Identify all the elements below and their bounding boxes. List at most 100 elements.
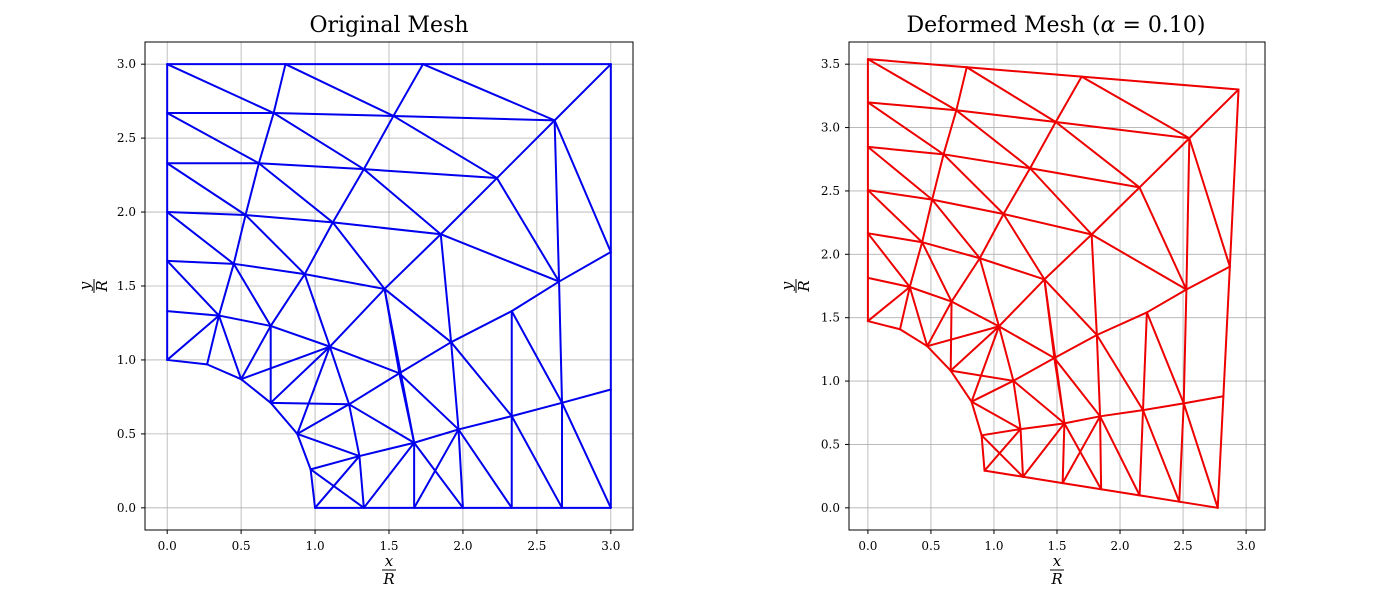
original-ytick-label: 0.5 — [117, 427, 136, 441]
original-mesh-edge — [296, 432, 361, 458]
deformed-mesh-edge — [1080, 75, 1191, 140]
original-mesh-edge — [413, 428, 460, 509]
deformed-mesh-edge — [1138, 409, 1145, 497]
deformed-mesh-edge — [1145, 311, 1185, 405]
original-mesh-edge — [510, 280, 561, 313]
original-mesh-edge — [510, 310, 564, 404]
deformed-ytick-label: 1.0 — [821, 374, 840, 388]
original-mesh-edge — [309, 468, 317, 509]
original-mesh-edge — [450, 310, 513, 344]
deformed-mesh-edge — [997, 278, 1046, 328]
original-mesh-edge — [296, 403, 351, 435]
original-mesh-edge — [413, 428, 460, 444]
deformed-xtick-label: 2.5 — [1174, 539, 1193, 553]
original-mesh-edge — [392, 63, 425, 117]
original-mesh-edge — [510, 415, 564, 509]
deformed-mesh-edge — [1138, 137, 1191, 189]
original-mesh-edge — [217, 314, 243, 381]
deformed-mesh-edge — [970, 379, 1015, 403]
deformed-mesh-edge — [1142, 402, 1185, 412]
deformed-mesh-edge — [1012, 357, 1056, 382]
original-mesh-edge — [561, 401, 612, 509]
deformed-mesh-edge — [1080, 75, 1240, 91]
deformed-mesh-edge — [1090, 186, 1141, 236]
deformed-mesh-edge — [1100, 488, 1141, 497]
original-mesh-edge — [495, 119, 556, 180]
original-mesh-edge — [422, 63, 556, 122]
deformed-mesh-edge — [1054, 75, 1083, 123]
original-mesh-edge — [348, 403, 416, 444]
deformed-mesh-edge — [866, 232, 924, 244]
deformed-mesh-edge — [908, 241, 924, 288]
deformed-mesh-edge — [980, 434, 1024, 478]
deformed-mesh-edge — [1142, 311, 1148, 412]
original-mesh-edge — [362, 168, 498, 180]
deformed-mesh-edge — [955, 109, 1032, 170]
deformed-mesh-edge — [1090, 233, 1098, 336]
original-mesh-edge — [269, 324, 331, 348]
deformed-mesh-edge — [1043, 233, 1093, 281]
original-mesh-edge — [296, 345, 331, 435]
deformed-mesh-edge — [1095, 333, 1145, 412]
deformed-mesh-edge — [1188, 137, 1231, 268]
original-mesh-edge — [383, 287, 416, 444]
deformed-mesh-edge — [950, 257, 981, 303]
original-mesh-edge — [358, 441, 416, 458]
deformed-mesh-edge — [1053, 357, 1102, 418]
deformed-mesh-grid — [849, 42, 1265, 530]
deformed-mesh-edge — [983, 428, 1022, 472]
deformed-mesh-edge — [970, 325, 1000, 403]
deformed-mesh-edge — [1061, 415, 1102, 485]
deformed-xtick-label: 3.0 — [1237, 539, 1256, 553]
deformed-mesh-edge — [1063, 415, 1102, 425]
deformed-mesh-edge — [1002, 212, 1046, 281]
original-mesh-edge — [269, 273, 306, 327]
original-mesh-edge — [269, 401, 299, 435]
original-mesh-edge — [206, 363, 243, 381]
original-mesh-edge — [383, 233, 442, 290]
original-mesh-edge — [166, 314, 220, 361]
original-mesh-edge — [314, 455, 361, 509]
original-mesh-edge — [240, 378, 272, 404]
deformed-mesh-edge — [866, 286, 911, 323]
deformed-mesh-edge — [1019, 428, 1024, 478]
original-mesh-edge — [303, 273, 331, 348]
original-mesh-edge — [272, 63, 287, 114]
deformed-mesh-edge — [926, 325, 1000, 348]
original-mesh-edge — [553, 119, 561, 283]
deformed-mesh-edge — [1185, 265, 1231, 291]
deformed-mesh-edge — [1099, 409, 1145, 418]
deformed-mesh-edge — [926, 300, 953, 348]
original-xlabel-num: x — [385, 552, 394, 570]
original-ytick-label: 0.0 — [117, 501, 136, 515]
deformed-ylabel-den: R — [795, 280, 813, 292]
deformed-xtick-label: 2.0 — [1110, 539, 1129, 553]
original-mesh-edge — [217, 314, 272, 327]
original-mesh-edge — [206, 314, 220, 366]
original-mesh-edge — [553, 119, 612, 253]
deformed-mesh-edge — [978, 257, 1000, 328]
deformed-mesh-edge — [931, 153, 945, 201]
original-mesh-edge — [309, 468, 365, 509]
deformed-mesh-edge — [978, 257, 1046, 281]
deformed-mesh-edge — [1043, 278, 1066, 425]
original-mesh-edge — [217, 262, 235, 317]
deformed-ytick-label: 2.0 — [821, 247, 840, 261]
original-mesh-edge — [457, 428, 464, 509]
deformed-ytick-label: 2.5 — [821, 184, 840, 198]
original-mesh-edge — [392, 114, 498, 180]
original-ytick-label: 1.5 — [117, 279, 136, 293]
original-mesh-edge — [439, 177, 498, 236]
original-mesh-edge — [303, 221, 334, 276]
deformed-mesh-edge — [908, 286, 929, 348]
deformed-mesh-edge — [866, 145, 945, 156]
deformed-mesh-edge — [1012, 379, 1022, 431]
deformed-xlabel-den: R — [1050, 570, 1062, 588]
original-mesh-edge — [272, 111, 365, 171]
original-mesh-edge — [457, 428, 513, 509]
deformed-mesh-edge — [1054, 120, 1141, 189]
original-mesh-ylabel: y R — [76, 279, 111, 293]
deformed-mesh-edge — [1029, 120, 1057, 170]
original-ytick-label: 2.0 — [117, 205, 136, 219]
original-mesh-edge — [166, 162, 247, 217]
